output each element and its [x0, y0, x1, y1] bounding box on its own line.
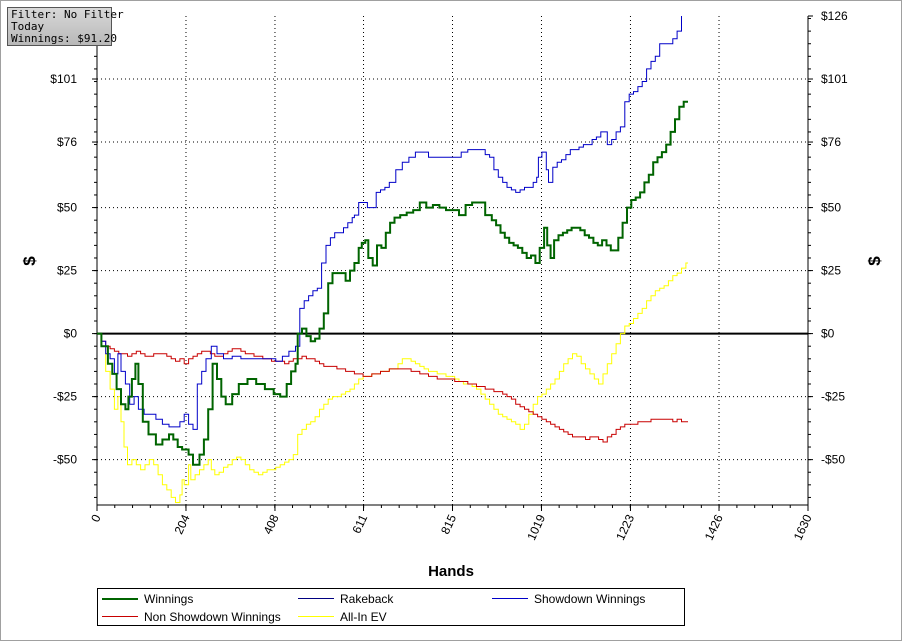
- filter-info-box: Filter: No Filter Today Winnings: $91.20: [7, 7, 124, 46]
- y-tick-label-right: -$25: [821, 390, 845, 404]
- x-tick-label: 815: [438, 512, 459, 536]
- x-tick-label: 0: [88, 512, 104, 524]
- y-tick-label-right: $101: [821, 72, 848, 86]
- x-axis-label: Hands: [428, 563, 474, 580]
- x-tick-label: 611: [349, 512, 370, 536]
- legend-swatch-rakeback: [298, 598, 334, 599]
- axes: [92, 15, 813, 511]
- tick-labels: 0 204 408 611 815 1019 1223 1426 1630 -$50 -$50 -$2…: [50, 9, 848, 542]
- y-axis-label-right: $: [865, 256, 884, 266]
- winnings-text: Winnings: $91.20: [11, 32, 117, 45]
- filter-text: Filter: No Filter: [11, 8, 124, 21]
- y-tick-label-right: -$50: [821, 453, 845, 467]
- series-line-non-showdown-winnings: [97, 333, 688, 443]
- legend: Winnings Rakeback Showdown Winnings Non …: [97, 588, 685, 626]
- y-tick-label-left: $101: [50, 72, 77, 86]
- y-tick-label-left: -$50: [53, 453, 77, 467]
- series-line-all-in-ev: [97, 262, 688, 503]
- y-tick-label-right: $50: [821, 201, 841, 215]
- y-tick-label-right: $25: [821, 264, 841, 278]
- series-line-winnings: [97, 100, 688, 466]
- x-tick-label: 1630: [791, 512, 815, 542]
- series-lines: [97, 16, 688, 503]
- y-tick-label-left: $76: [57, 135, 77, 149]
- legend-swatch-showdown-winnings: [492, 598, 528, 599]
- x-tick-label: 1019: [524, 512, 548, 542]
- x-tick-label: 1426: [702, 512, 726, 542]
- legend-swatch-non-showdown-winnings: [102, 616, 138, 617]
- grid: [97, 16, 808, 505]
- legend-swatch-winnings: [102, 598, 138, 600]
- series-line-showdown-winnings: [97, 16, 682, 430]
- legend-swatch-all-in-ev: [298, 616, 334, 617]
- y-tick-label-right: $126: [821, 9, 848, 23]
- y-tick-label-left: $50: [57, 201, 77, 215]
- y-tick-label-right: $76: [821, 135, 841, 149]
- y-tick-label-left: $0: [64, 327, 78, 341]
- y-axis-label-left: $: [20, 256, 39, 266]
- period-text: Today: [11, 20, 45, 33]
- y-tick-label-left: -$25: [53, 390, 77, 404]
- y-tick-label-left: $25: [57, 264, 77, 278]
- x-tick-label: 1223: [613, 512, 637, 542]
- x-tick-label: 408: [261, 512, 282, 536]
- x-tick-label: 204: [172, 512, 193, 536]
- y-tick-label-right: $0: [821, 327, 835, 341]
